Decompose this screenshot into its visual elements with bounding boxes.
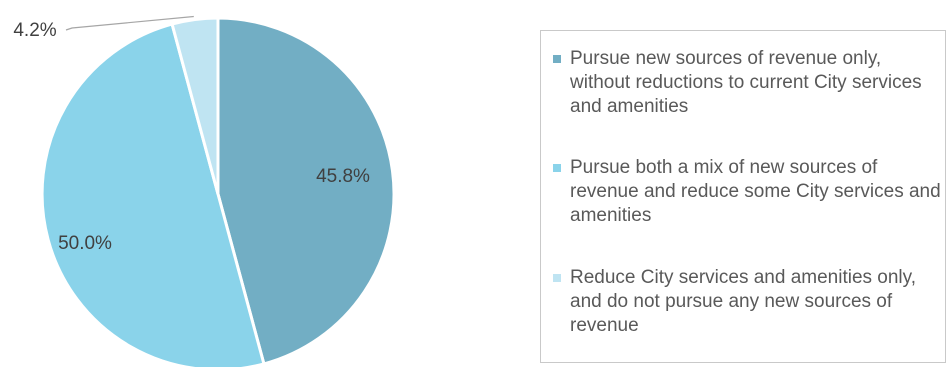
pie-slice-new-revenue-only [216,16,396,366]
legend-swatch-mix [553,164,561,172]
data-label-new-revenue-only: 45.8% [316,166,370,187]
legend-swatch-reduce-only [553,274,561,282]
leader-line-reduce-only [65,15,194,31]
legend-item-mix: Pursue both a mix of new sources of reve… [553,156,945,228]
data-label-mix: 50.0% [58,233,112,254]
legend-item-new-revenue-only: Pursue new sources of revenue only, with… [553,47,945,119]
pie-chart: 45.8% 50.0% 4.2% [13,15,396,367]
pie-slice-mix [40,22,266,367]
data-label-reduce-only: 4.2% [13,20,56,41]
legend-label-reduce-only: Reduce City services and amenities only,… [570,267,917,336]
legend-item-reduce-only: Reduce City services and amenities only,… [553,266,945,338]
legend-label-mix: Pursue both a mix of new sources of reve… [570,157,941,226]
pie-slice-reduce-only [170,16,220,196]
legend-label-new-revenue-only: Pursue new sources of revenue only, with… [570,48,922,117]
legend-swatch-new-revenue-only [553,55,561,63]
chart-legend: Pursue new sources of revenue only, with… [540,30,946,363]
